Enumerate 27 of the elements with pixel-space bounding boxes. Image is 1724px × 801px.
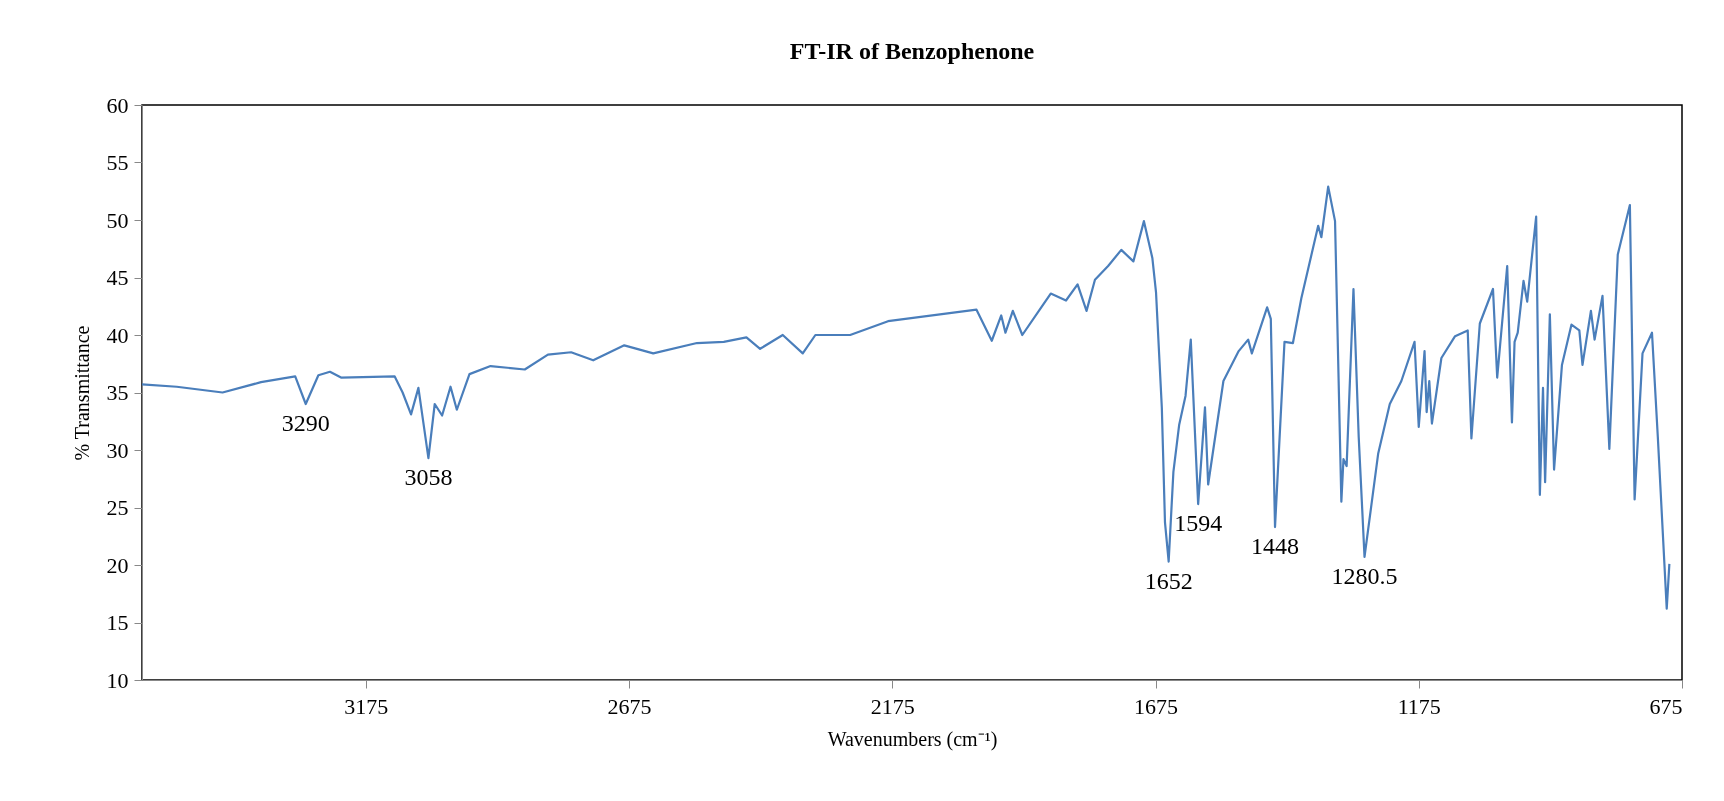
annotation: 1280.5	[1331, 562, 1398, 589]
y-tick-label: 60	[106, 92, 129, 118]
x-tick-label: 3175	[344, 693, 389, 719]
annotation: 3290	[281, 410, 330, 436]
x-axis-title: Wavenumbers (cm⁻¹)	[827, 727, 998, 751]
annotation: 1594	[1174, 510, 1223, 537]
line-series	[142, 185, 1671, 610]
annotation: 3058	[404, 464, 453, 491]
y-axis-title: % Transmittance	[70, 325, 93, 461]
x-tick-label: 2175	[870, 693, 915, 719]
y-tick-label: 35	[106, 380, 129, 405]
annotation: 1652	[1144, 567, 1193, 594]
chart-title: FT-IR of Benzophenone	[789, 38, 1035, 64]
y-tick-label: 30	[106, 437, 129, 463]
y-tick-label: 15	[106, 610, 129, 635]
y-tick-label: 20	[106, 552, 129, 578]
annotation: 1448	[1251, 533, 1300, 560]
y-tick-label: 55	[106, 150, 129, 175]
y-tick-label: 40	[106, 322, 129, 348]
y-tick-label: 45	[106, 265, 129, 290]
y-tick-label: 50	[106, 207, 129, 233]
x-tick-label: 675	[1649, 693, 1683, 719]
x-tick-label: 1175	[1397, 693, 1441, 719]
y-tick-label: 10	[106, 667, 129, 693]
x-tick-label: 2675	[607, 693, 652, 719]
y-tick-label: 25	[106, 495, 129, 520]
x-tick-label: 1675	[1134, 693, 1178, 719]
